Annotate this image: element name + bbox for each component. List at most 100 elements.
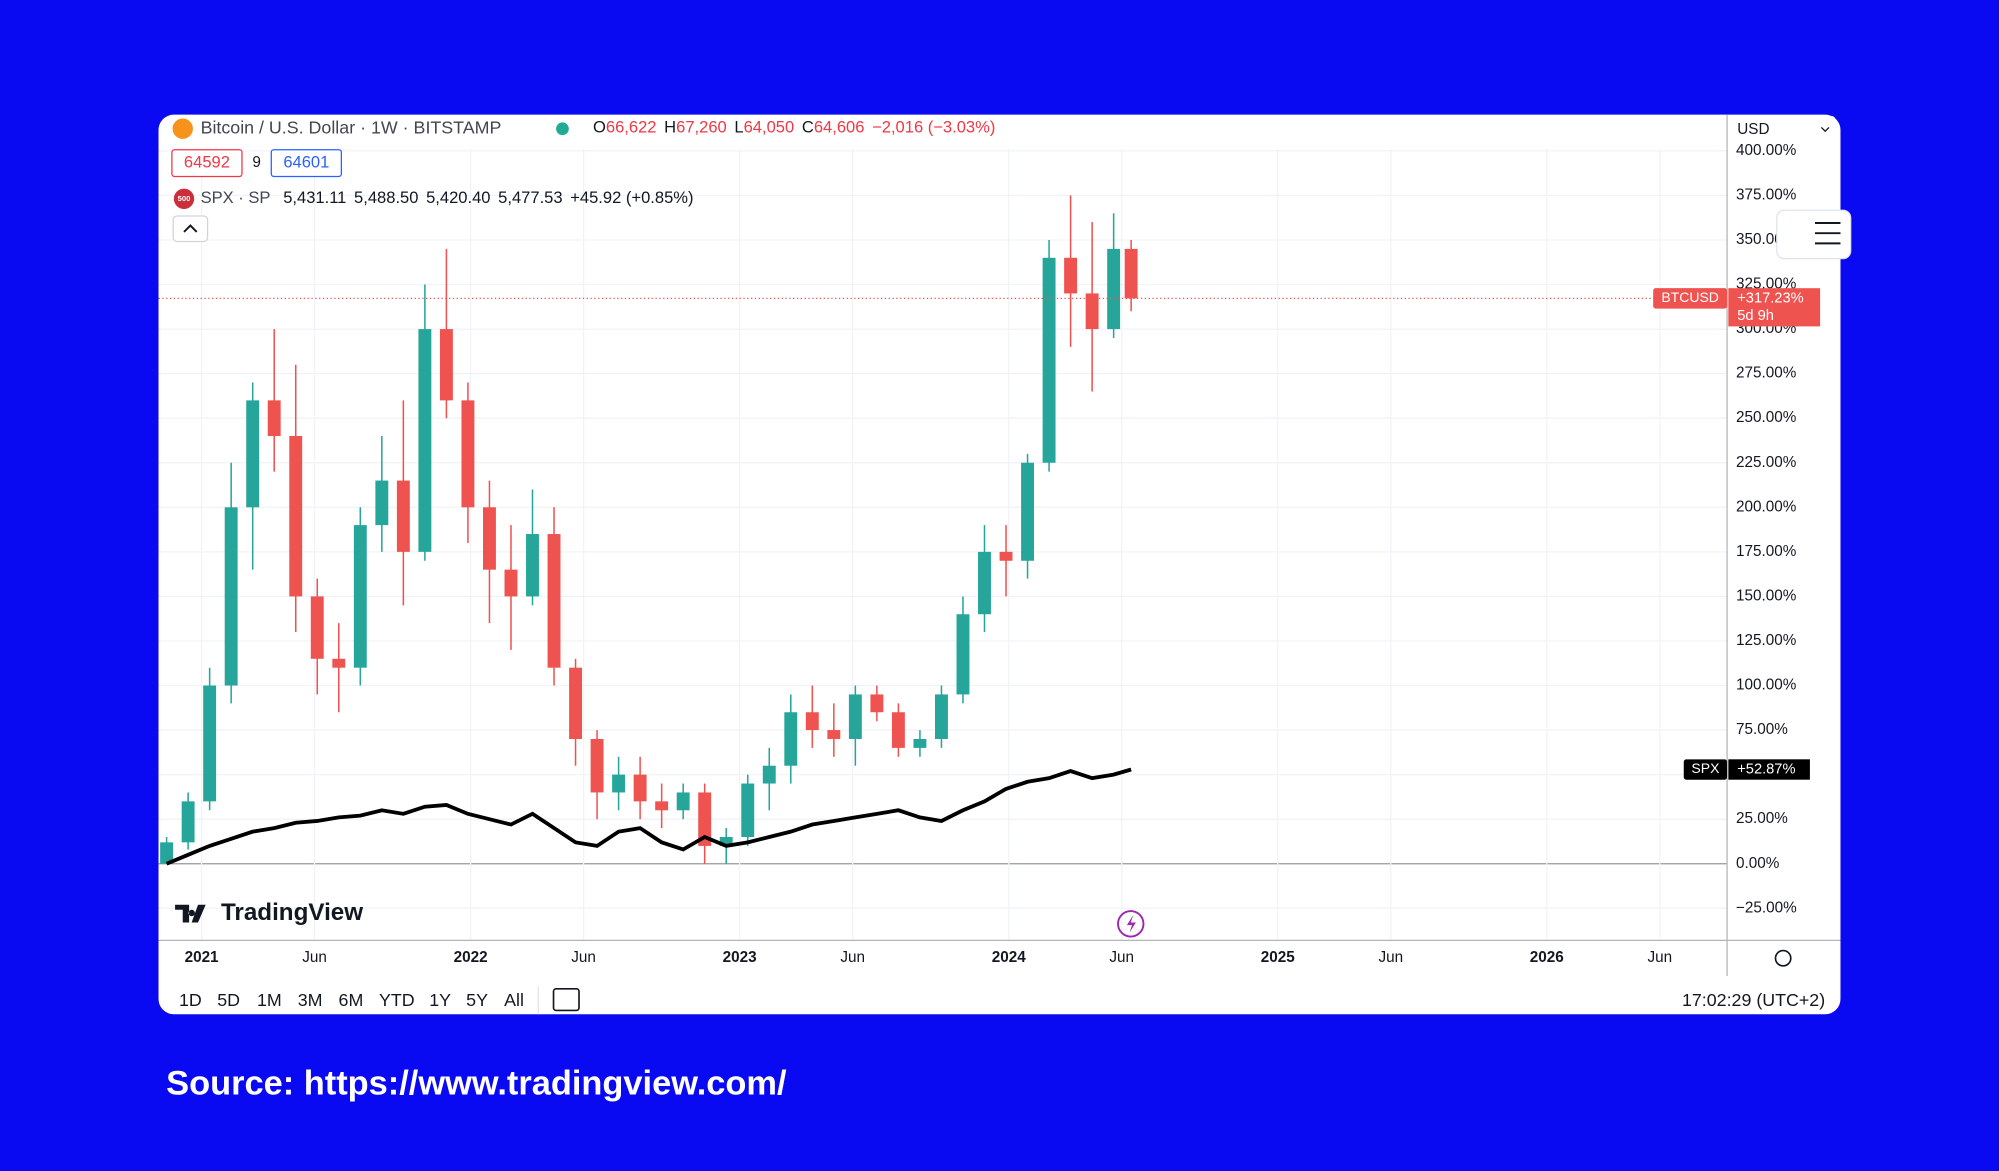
candle-body [375, 480, 389, 526]
y-tick-label: 175.00% [1736, 543, 1797, 560]
y-tick-label: 275.00% [1736, 365, 1797, 382]
ohlc-change: −2,016 (−3.03%) [872, 118, 995, 137]
x-tick-label: Jun [1109, 949, 1134, 966]
x-tick-label: 2026 [1530, 949, 1564, 966]
ohlc-value: 67,260 [676, 118, 727, 137]
goto-date-icon[interactable] [552, 987, 580, 1012]
candle-body [590, 738, 604, 793]
collapse-button[interactable] [172, 215, 209, 243]
range-button[interactable]: 1D [179, 990, 202, 1010]
range-button[interactable]: 5Y [466, 990, 488, 1010]
candle-body [439, 329, 453, 401]
candle-body [224, 507, 238, 686]
ohlc-value: 64,606 [814, 118, 865, 137]
candle-body [848, 694, 862, 739]
compare-open: 5,431.11 [283, 188, 346, 207]
candle-body [827, 730, 841, 739]
bid[interactable]: 64592 [184, 152, 230, 171]
range-button[interactable]: 3M [298, 990, 323, 1010]
currency-select[interactable] [1730, 115, 1836, 144]
ask[interactable]: 64601 [283, 152, 329, 171]
x-tick-label: Jun [840, 949, 865, 966]
y-tick-label: 125.00% [1736, 632, 1797, 649]
candle-body [719, 837, 733, 846]
x-tick-label: 2021 [185, 949, 219, 966]
candle-body [612, 774, 626, 793]
candle-body [1085, 293, 1099, 330]
candle-body [633, 774, 647, 802]
source: Source: https://www.tradingview.com/ [166, 1065, 787, 1103]
price-tag [1728, 288, 1821, 327]
candle-body [332, 658, 346, 668]
candle-body [504, 569, 518, 597]
object-tree-widget[interactable] [1776, 209, 1852, 260]
candle-body [1064, 257, 1078, 294]
settings-icon[interactable] [1774, 949, 1792, 967]
y-tick-label: −25.00% [1736, 899, 1797, 916]
candle-body [203, 685, 217, 802]
candle-body [978, 551, 991, 615]
y-tick-label: 0.00% [1736, 855, 1780, 872]
ohlc-label: C [802, 118, 814, 137]
candle-body [891, 712, 905, 748]
candle-body [547, 534, 561, 668]
sell-button[interactable] [171, 149, 243, 178]
candle-body [1021, 462, 1035, 561]
series-tag [1683, 759, 1728, 780]
candle-body [569, 667, 583, 739]
candle-body [676, 792, 690, 811]
candle-body [741, 783, 755, 838]
symbol-title: Bitcoin / U.S. Dollar · 1W · BITSTAMP [201, 117, 502, 137]
candle-body [353, 525, 367, 668]
candle-body [526, 534, 539, 597]
compare-high: 5,488.50 [354, 188, 418, 207]
price-tag-label: +317.23% [1737, 290, 1803, 306]
series-tag [1653, 288, 1728, 309]
candle-body [913, 738, 927, 748]
x-tick-label: Jun [302, 949, 327, 966]
range-button[interactable]: 6M [339, 990, 364, 1010]
buy-button[interactable] [270, 149, 343, 178]
x-tick-label: 2024 [992, 949, 1026, 966]
collapse-icon [183, 224, 198, 233]
compare-close: 5,477.53 [498, 188, 562, 207]
y-tick-label: 250.00% [1736, 409, 1797, 426]
x-tick-label: 2022 [454, 949, 488, 966]
chart-card [158, 114, 1841, 1015]
ohlc-value: 66,622 [606, 118, 657, 137]
ohlc-label: H [664, 118, 676, 137]
x-tick-label: 2023 [723, 949, 757, 966]
candle-body [762, 765, 776, 784]
lightning-button[interactable] [1117, 910, 1145, 938]
candle-body [1124, 248, 1138, 299]
candle-body [181, 801, 195, 843]
range-button[interactable]: 5D [217, 990, 240, 1010]
y-tick-label: 225.00% [1736, 454, 1797, 471]
candle-body [1107, 248, 1121, 330]
countdown: 5d 9h [1737, 308, 1774, 324]
y-tick-label: 200.00% [1736, 498, 1797, 515]
candle-body [267, 400, 281, 437]
spx-icon [173, 188, 195, 209]
compare-low: 5,420.40 [426, 188, 490, 207]
list-icon [1814, 222, 1841, 245]
price-tag-label: +52.87% [1737, 761, 1795, 777]
currency-caret [1820, 126, 1830, 133]
candle-body [396, 480, 410, 552]
range-button[interactable]: All [504, 990, 524, 1010]
y-tick-label: 150.00% [1736, 587, 1797, 604]
range-button[interactable]: YTD [379, 990, 415, 1010]
currency[interactable]: USD [1737, 121, 1769, 138]
candle-body [160, 842, 174, 864]
x-tick-label: Jun [571, 949, 596, 966]
y-tick-label: 400.00% [1736, 142, 1797, 159]
candle-body [805, 712, 819, 731]
x-tick-label: 2025 [1261, 949, 1295, 966]
range-button[interactable]: 1M [257, 990, 282, 1010]
candle-body [956, 614, 970, 695]
brand-logo [175, 904, 206, 923]
range-button[interactable]: 1Y [429, 990, 451, 1010]
candle-body [934, 694, 948, 739]
